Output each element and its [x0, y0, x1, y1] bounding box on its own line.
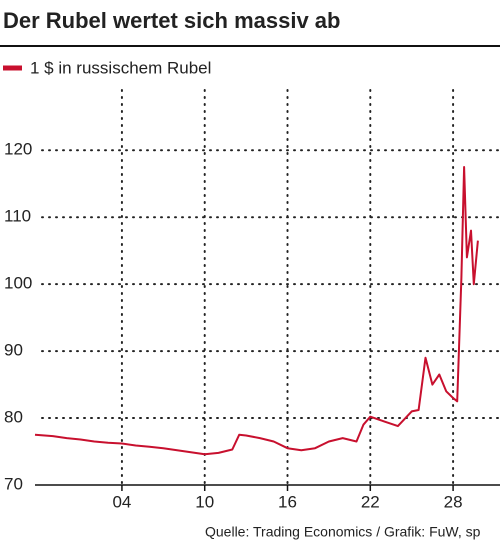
y-tick-label: 120 [4, 140, 32, 159]
line [34, 166, 479, 456]
y-tick-label: 70 [4, 474, 23, 493]
y-tick-label: 80 [4, 408, 23, 427]
x-tick-label: 04 [112, 492, 131, 511]
chart-title: Der Rubel wertet sich massiv ab [3, 8, 340, 33]
y-tick-label: 110 [4, 207, 31, 226]
y-tick-label: 100 [4, 274, 32, 293]
y-tick-label: 90 [4, 341, 23, 360]
x-tick-label: 10 [195, 492, 214, 511]
x-tick-label: 16 [278, 492, 297, 511]
x-tick-label: 22 [361, 492, 380, 511]
x-tick-label: 28 [444, 492, 463, 511]
source: Quelle: Trading Economics / Grafik: FuW,… [205, 524, 481, 540]
legend-label: 1 $ in russischem Rubel [30, 58, 211, 77]
